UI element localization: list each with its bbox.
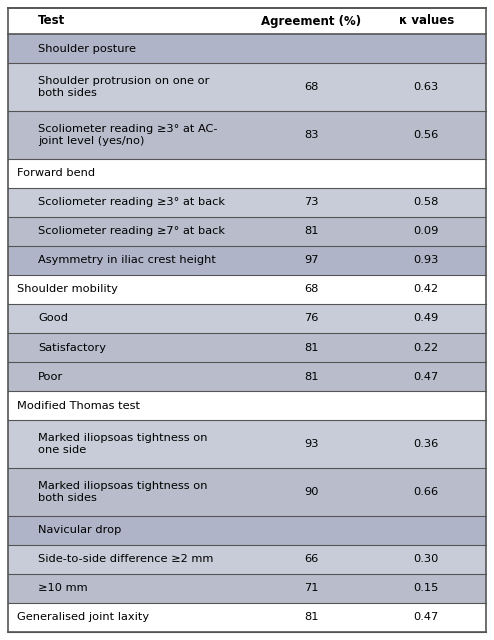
Bar [8,188,486,217]
Text: Poor: Poor [38,372,63,381]
Text: 0.63: 0.63 [413,82,439,92]
Bar [8,362,486,391]
Text: Forward bend: Forward bend [17,168,95,178]
Text: 0.09: 0.09 [413,227,439,236]
Bar [8,304,486,333]
Text: 0.22: 0.22 [413,342,439,353]
Text: Side-to-side difference ≥2 mm: Side-to-side difference ≥2 mm [38,554,213,564]
Text: Good: Good [38,314,68,323]
Bar [8,111,486,159]
Text: 0.30: 0.30 [413,554,439,564]
Bar [8,246,486,275]
Text: κ values: κ values [399,15,454,28]
Text: Marked iliopsoas tightness on
one side: Marked iliopsoas tightness on one side [38,433,207,455]
Bar [8,63,486,111]
Text: 0.15: 0.15 [413,584,439,593]
Text: 76: 76 [304,314,319,323]
Text: Modified Thomas test: Modified Thomas test [17,401,140,411]
Text: 0.66: 0.66 [413,487,439,497]
Text: Scoliometer reading ≥7° at back: Scoliometer reading ≥7° at back [38,227,225,236]
Text: 0.56: 0.56 [413,130,439,140]
Text: Agreement (%): Agreement (%) [261,15,362,28]
Text: 0.42: 0.42 [413,284,439,294]
Text: 68: 68 [304,284,319,294]
Text: 81: 81 [304,227,319,236]
Text: Scoliometer reading ≥3° at back: Scoliometer reading ≥3° at back [38,197,225,207]
Text: 73: 73 [304,197,319,207]
Text: 0.36: 0.36 [413,439,439,449]
Text: Asymmetry in iliac crest height: Asymmetry in iliac crest height [38,255,216,266]
Text: Test: Test [38,15,65,28]
Text: 0.49: 0.49 [413,314,439,323]
Text: Scoliometer reading ≥3° at AC-
joint level (yes/no): Scoliometer reading ≥3° at AC- joint lev… [38,124,218,146]
Bar [8,603,486,632]
Bar [8,391,486,420]
Text: 90: 90 [304,487,319,497]
Text: Generalised joint laxity: Generalised joint laxity [17,612,149,623]
Text: 93: 93 [304,439,319,449]
Text: 71: 71 [304,584,319,593]
Text: 0.58: 0.58 [413,197,439,207]
Text: 81: 81 [304,342,319,353]
Bar [8,275,486,304]
Text: 0.47: 0.47 [413,612,439,623]
Bar [8,217,486,246]
Text: 0.93: 0.93 [413,255,439,266]
Text: 0.47: 0.47 [413,372,439,381]
Text: Satisfactory: Satisfactory [38,342,106,353]
Text: Marked iliopsoas tightness on
both sides: Marked iliopsoas tightness on both sides [38,481,207,503]
Text: 97: 97 [304,255,319,266]
Text: Shoulder posture: Shoulder posture [38,44,136,54]
Text: 81: 81 [304,612,319,623]
Bar [8,574,486,603]
Bar [8,34,486,63]
Bar [8,468,486,516]
Text: 68: 68 [304,82,319,92]
Text: Shoulder mobility: Shoulder mobility [17,284,118,294]
Bar [8,8,486,34]
Bar [8,420,486,468]
Text: 83: 83 [304,130,319,140]
Text: Navicular drop: Navicular drop [38,525,122,535]
Text: ≥10 mm: ≥10 mm [38,584,88,593]
Bar [8,516,486,545]
Text: Shoulder protrusion on one or
both sides: Shoulder protrusion on one or both sides [38,76,209,98]
Bar [8,159,486,188]
Bar [8,333,486,362]
Bar [8,545,486,574]
Text: 81: 81 [304,372,319,381]
Text: 66: 66 [304,554,319,564]
